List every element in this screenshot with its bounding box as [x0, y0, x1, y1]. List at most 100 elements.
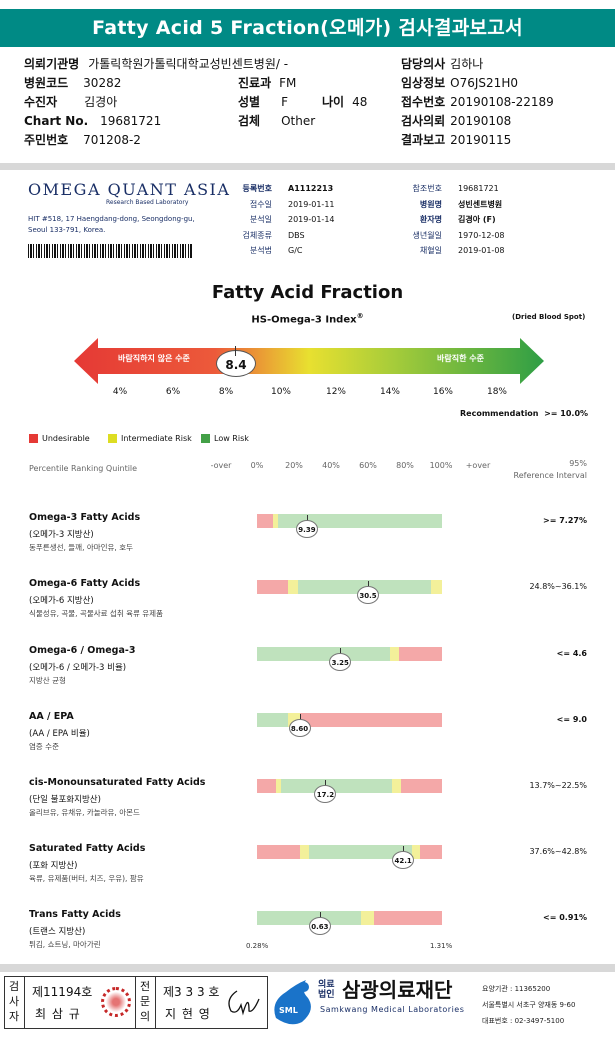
bar-segment-yellow: [299, 845, 309, 859]
row-value-marker: 30.5: [357, 586, 379, 604]
details-right-label: 생년월일: [412, 230, 442, 240]
code-value: 30282: [83, 76, 122, 90]
row-bar: [257, 911, 442, 925]
dept-label: 진료과: [238, 76, 272, 90]
org-tel: 대표번호 : 02-3497-5100: [482, 1017, 565, 1025]
bar-segment-green: [281, 779, 393, 793]
inspector-license: 제11194호: [32, 985, 93, 999]
row-bar: [257, 647, 442, 661]
details-left-label: 검체종류: [242, 230, 272, 240]
inspector-name: 최 삼 규: [35, 1007, 81, 1021]
details-left-row: 등록번호 A1112213: [212, 181, 335, 197]
details-right-label: 환자명: [419, 215, 442, 225]
row-bar: [257, 514, 442, 528]
details-left-label: 등록번호: [242, 184, 272, 194]
divider: [155, 977, 156, 1028]
legend-swatch: [29, 434, 38, 443]
details-left-row: 분석일 2019-01-14: [212, 212, 335, 228]
inspector-vertical: 검사자: [8, 980, 20, 1023]
row-marker-pointer: [325, 780, 327, 786]
row-reference: >= 7.27%: [543, 516, 587, 525]
index-tick: 8%: [218, 387, 234, 397]
specimen-label: 검체: [238, 114, 261, 128]
undesirable-level-text: 바람직하지 않은 수준: [118, 354, 190, 363]
bar-segment-red: [257, 779, 276, 793]
details-right-value: 성빈센트병원: [458, 199, 503, 209]
row-reference: <= 4.6: [556, 649, 587, 658]
doctor-value: 김하나: [450, 57, 484, 71]
org-english: Samkwang Medical Laboratories: [320, 1005, 465, 1014]
details-left-row: 분석법 G/C: [212, 243, 335, 259]
legend-item: Low Risk: [201, 434, 249, 443]
row-subtitle: (트랜스 지방산): [29, 927, 86, 937]
lab-address-line2: Seoul 133-791, Korea.: [28, 226, 106, 234]
report-value: 20190115: [450, 133, 512, 147]
index-tick: 6%: [165, 387, 181, 397]
org-code: 요양기관 : 11365200: [482, 985, 551, 993]
index-tick: 10%: [270, 387, 291, 397]
divider: [135, 977, 136, 1028]
recommendation: Recommendation >= 10.0%: [460, 409, 589, 418]
receipt-value: 20190108-22189: [450, 95, 554, 109]
row-bar: [257, 713, 442, 727]
row-subtitle: (오메가-6 지방산): [29, 596, 94, 606]
details-left-row: 검체종류 DBS: [212, 228, 335, 244]
index-tick: 14%: [379, 387, 400, 397]
row-name: cis-Monounsaturated Fatty Acids: [29, 777, 206, 788]
bar-segment-yellow: [392, 779, 402, 793]
age-value: 48: [352, 95, 368, 109]
details-left-value: 2019-01-14: [288, 215, 335, 225]
org-address: 서울특별시 서초구 양재동 9-60: [482, 1001, 576, 1009]
chart-value: 19681721: [100, 114, 162, 128]
quintile-scale-label: 100%: [429, 461, 453, 470]
patient-label: 수진자: [24, 95, 58, 109]
request-label: 검사의뢰: [401, 114, 446, 128]
bar-segment-yellow: [412, 845, 420, 859]
row-foods: 튀김, 쇼트닝, 마아가린: [29, 940, 101, 949]
quintile-scale-label: +over: [465, 461, 491, 470]
details-left-value: DBS: [288, 230, 305, 240]
org-name: 삼광의료재단: [342, 978, 453, 1002]
sml-logo-icon: [274, 980, 311, 1025]
details-right-label: 참조번호: [412, 184, 442, 194]
row-name: AA / EPA: [29, 711, 74, 722]
lab-logo: Omega Quant Asia: [28, 180, 231, 199]
row-subtitle: (오메가-6 / 오메가-3 비율): [29, 663, 127, 673]
row-value-marker: 42.1: [392, 851, 415, 869]
legend-item: Intermediate Risk: [108, 434, 192, 443]
row-bar: [257, 580, 442, 594]
signature-box: 검사자 제11194호 최 삼 규 전문의 제3 3 3 호 지 현 영: [4, 976, 268, 1029]
bar-segment-yellow: [275, 779, 282, 793]
index-value-marker: 8.4: [216, 350, 256, 377]
sample-details-left: 등록번호 A1112213 접수일 2019-01-11 분석일 2019-01-14 검체…: [212, 181, 335, 259]
bar-segment-yellow: [272, 514, 279, 528]
row-subtitle: (AA / EPA 비율): [29, 729, 90, 739]
row-subtitle: (오메가-3 지방산): [29, 530, 94, 540]
bar-segment-red: [373, 911, 442, 925]
legend-label: Undesirable: [42, 434, 90, 443]
details-right-label: 병원명: [419, 199, 442, 209]
bar-segment-red: [257, 514, 273, 528]
quintile-scale-label: 60%: [359, 461, 377, 470]
details-right-value: 1970-12-08: [458, 230, 505, 240]
bar-segment-red: [257, 845, 300, 859]
details-right-value: 김경아 (F): [458, 215, 496, 225]
specimen-note: (Dried Blood Spot): [512, 313, 586, 321]
fatty-acid-heading: Fatty Acid Fraction: [211, 282, 404, 303]
bar-segment-red: [419, 845, 442, 859]
bar-segment-green: [257, 713, 289, 727]
row-value-marker: 0.63: [308, 917, 331, 935]
bar-segment-red: [401, 779, 442, 793]
details-right-value: 2019-01-08: [458, 246, 505, 256]
bar-segment-green: [308, 845, 413, 859]
doctor-label: 담당의사: [401, 57, 446, 71]
details-left-label: 접수일: [249, 199, 272, 209]
details-right-row: 채혈일 2019-01-08: [382, 243, 505, 259]
quintile-scale-label: 80%: [396, 461, 414, 470]
details-right-row: 병원명 성빈센트병원: [382, 197, 505, 213]
footer-divider: [0, 964, 615, 972]
patient-info-right: 담당의사 김하나 임상정보 O76JS21H0 접수번호 20190108-22189…: [401, 55, 554, 150]
report-label: 결과보고: [401, 133, 446, 147]
lab-logo-subtitle: Research Based Laboratory: [106, 199, 189, 206]
dept-value: FM: [279, 76, 297, 90]
